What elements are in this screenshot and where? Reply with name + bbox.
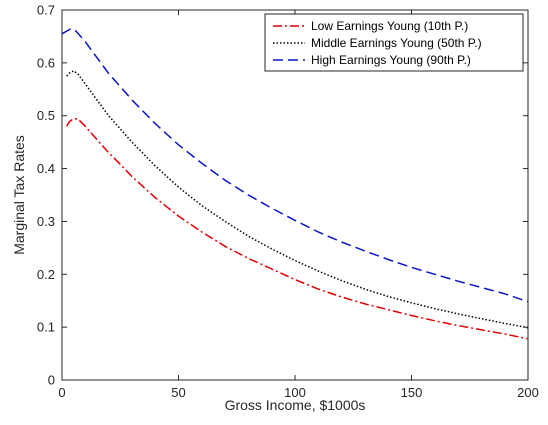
- y-tick-label: 0: [48, 373, 55, 388]
- x-tick-label: 150: [401, 385, 423, 400]
- ticks-layer: 0 50 100 150 200 0 0.1 0.2 0.3 0.4 0.5 0.6 0.7: [37, 3, 539, 401]
- legend-label-1: Middle Earnings Young (50th P.): [311, 36, 482, 50]
- y-tick-label: 0.5: [37, 108, 55, 123]
- legend: Low Earnings Young (10th P.) Middle Earni…: [264, 13, 524, 72]
- x-tick-label: 0: [58, 385, 65, 400]
- series-line-2: [61, 27, 529, 303]
- plot-frame: [61, 9, 529, 381]
- x-tick-label: 50: [171, 385, 185, 400]
- plot-area: [61, 9, 529, 381]
- legend-box: [264, 13, 524, 72]
- legend-label-0: Low Earnings Young (10th P.): [311, 19, 468, 33]
- series-line-1: [66, 69, 529, 329]
- y-tick-label: 0.4: [37, 161, 55, 176]
- series-layer: [61, 27, 529, 340]
- series-line-0: [66, 117, 529, 340]
- y-axis-label: Marginal Tax Rates: [11, 135, 27, 255]
- y-tick-label: 0.3: [37, 214, 55, 229]
- x-axis-label: Gross Income, $1000s: [225, 397, 366, 413]
- y-tick-label: 0.2: [37, 267, 55, 282]
- y-tick-label: 0.7: [37, 3, 55, 18]
- y-tick-label: 0.6: [37, 55, 55, 70]
- legend-label-2: High Earnings Young (90th P.): [311, 53, 471, 67]
- x-tick-label: 200: [517, 385, 539, 400]
- y-tick-label: 0.1: [37, 320, 55, 335]
- x-tick-label: 100: [284, 385, 306, 400]
